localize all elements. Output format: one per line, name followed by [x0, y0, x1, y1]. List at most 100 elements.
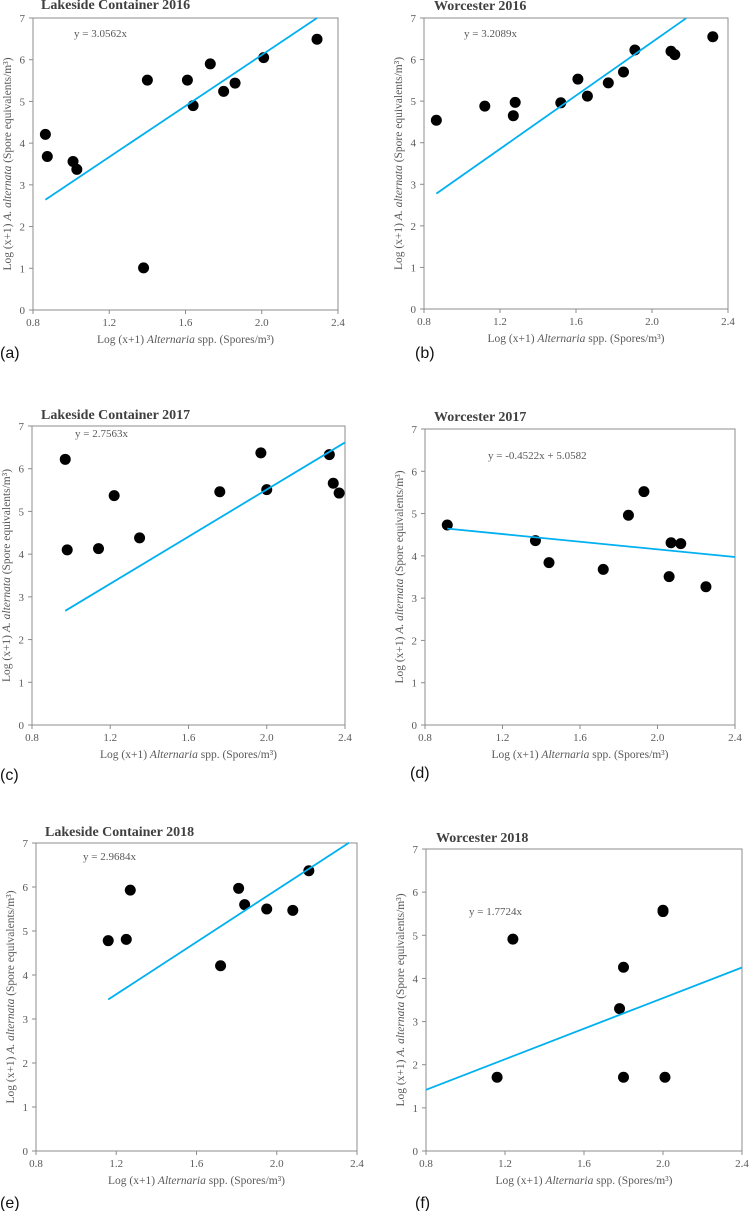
- y-tick-label: 0: [20, 305, 26, 317]
- chart-title: Lakeside Container 2016: [41, 0, 190, 13]
- x-tick-label: 1.2: [493, 316, 507, 328]
- x-tick-label: 1.6: [179, 317, 193, 329]
- y-tick-label: 2: [413, 1060, 419, 1072]
- y-tick-label: 1: [412, 678, 418, 690]
- x-axis-label-italic: Alternaria: [536, 333, 585, 345]
- y-tick-label: 3: [23, 1014, 29, 1026]
- y-axis-label-suffix: (Spore equivalents/m³): [394, 470, 406, 578]
- data-point: [102, 935, 114, 947]
- y-axis-label-prefix: Log (x+1): [5, 1054, 17, 1104]
- y-tick-label: 3: [20, 180, 26, 192]
- y-tick-label: 0: [411, 304, 417, 316]
- x-tick-label: 1.6: [569, 316, 583, 328]
- data-point: [108, 490, 120, 502]
- panel-label: (a): [0, 345, 20, 362]
- panel-label: (f): [415, 1195, 430, 1211]
- data-point: [181, 74, 193, 86]
- x-axis-label: Log (x+1) Alternaria spp. (Spores/m³): [492, 749, 669, 761]
- plot-frame: [425, 848, 743, 1152]
- y-axis-label-suffix: (Spore equivalents/m³): [1, 469, 13, 577]
- y-tick-label: 2: [20, 222, 26, 234]
- y-tick-label: 0: [412, 720, 418, 732]
- data-point: [134, 532, 146, 544]
- y-tick-label: 7: [413, 844, 419, 856]
- y-axis-label: Log (x+1) A. alternata (Spore equivalent…: [2, 57, 14, 270]
- data-point: [597, 563, 609, 575]
- x-tick-label: 1.2: [103, 732, 117, 744]
- y-tick-label: 0: [413, 1146, 419, 1158]
- scatter-panel: Worcester 2017 0.8 1.2 1.6 2.0 2.4 0 1 2 3 4 5 6 7 Log…: [394, 410, 742, 782]
- x-axis-label: Log (x+1) Alternaria spp. (Spores/m³): [488, 333, 665, 345]
- y-axis-label-prefix: Log (x+1): [393, 220, 405, 270]
- y-axis-label: Log (x+1) A. alternata (Spore equivalent…: [395, 893, 407, 1106]
- y-tick-label: 1: [413, 1103, 419, 1115]
- y-axis-label-suffix: (Spore equivalents/m³): [2, 57, 14, 165]
- x-tick-label: 1.2: [109, 1158, 123, 1170]
- y-axis-label-suffix: (Spore equivalents/m³): [393, 57, 405, 165]
- y-tick-label: 4: [23, 970, 29, 982]
- x-axis-label-suffix: spp. (Spores/m³): [585, 333, 664, 345]
- x-tick-label: 2.0: [260, 732, 274, 744]
- data-point: [430, 114, 442, 126]
- data-point: [255, 447, 267, 459]
- trendline: [44, 17, 318, 201]
- data-point: [323, 449, 335, 461]
- x-tick-label: 1.2: [498, 1158, 512, 1170]
- y-axis-label-prefix: Log (x+1): [1, 632, 13, 682]
- y-axis-label-italic: A. alternata: [5, 998, 17, 1054]
- y-tick-label: 7: [20, 13, 26, 25]
- x-tick-label: 2.0: [656, 1158, 670, 1170]
- y-axis-label-italic: A. alternata: [393, 165, 405, 221]
- y-tick-label: 3: [411, 179, 417, 191]
- chart-title: Lakeside Container 2018: [45, 825, 194, 840]
- y-tick-label: 4: [413, 973, 419, 985]
- plot-frame: [423, 17, 729, 310]
- data-point: [572, 73, 584, 85]
- y-tick-label: 2: [19, 635, 25, 647]
- y-tick-label: 5: [412, 509, 418, 521]
- data-point: [218, 85, 230, 97]
- x-tick-label: 1.6: [182, 732, 196, 744]
- panel-label: (b): [415, 345, 435, 362]
- x-axis-label-suffix: spp. (Spores/m³): [593, 1175, 672, 1187]
- data-point: [507, 110, 519, 122]
- x-axis-label: Log (x+1) Alternaria spp. (Spores/m³): [108, 1175, 285, 1187]
- y-tick-label: 4: [411, 138, 417, 150]
- data-point: [663, 571, 675, 583]
- y-axis-label-prefix: Log (x+1): [395, 1057, 407, 1107]
- y-tick-label: 0: [19, 720, 25, 732]
- y-tick-label: 3: [412, 593, 418, 605]
- y-axis-label-prefix: Log (x+1): [394, 634, 406, 684]
- y-axis-label-suffix: (Spore equivalents/m³): [395, 893, 407, 1001]
- y-axis-label-italic: A. alternata: [1, 577, 13, 633]
- x-tick-label: 0.8: [417, 316, 431, 328]
- data-point: [59, 453, 71, 465]
- trendline: [447, 527, 736, 558]
- data-point: [138, 262, 150, 274]
- data-point: [233, 882, 245, 894]
- trendline-equation: y = 2.9684x: [83, 851, 136, 863]
- y-tick-label: 5: [23, 926, 29, 938]
- x-tick-label: 1.6: [190, 1158, 204, 1170]
- y-tick-label: 4: [20, 138, 26, 150]
- x-axis-label-italic: Alternaria: [149, 749, 198, 761]
- x-axis-label-suffix: spp. (Spores/m³): [195, 334, 274, 346]
- x-tick-label: 2.4: [735, 1158, 749, 1170]
- scatter-panel: Worcester 2018 0.8 1.2 1.6 2.0 2.4 0 1 2 3 4 5 6 7 Log…: [395, 831, 749, 1211]
- chart-title: Worcester 2017: [434, 410, 526, 425]
- data-point: [555, 97, 567, 109]
- plot-frame: [32, 17, 339, 311]
- x-axis-label-prefix: Log (x+1): [108, 1175, 158, 1187]
- data-point: [659, 1071, 671, 1083]
- y-tick-label: 2: [412, 635, 418, 647]
- x-tick-label: 2.4: [721, 316, 735, 328]
- data-point: [214, 486, 226, 498]
- y-tick-label: 5: [20, 96, 26, 108]
- data-point: [507, 933, 519, 945]
- trendline-equation: y = 3.0562x: [74, 28, 127, 40]
- data-point: [618, 1071, 629, 1083]
- chart-title: Worcester 2016: [434, 0, 526, 14]
- trendline: [64, 441, 346, 612]
- data-point: [141, 74, 153, 86]
- y-axis-label-suffix: (Spore equivalents/m³): [5, 890, 17, 998]
